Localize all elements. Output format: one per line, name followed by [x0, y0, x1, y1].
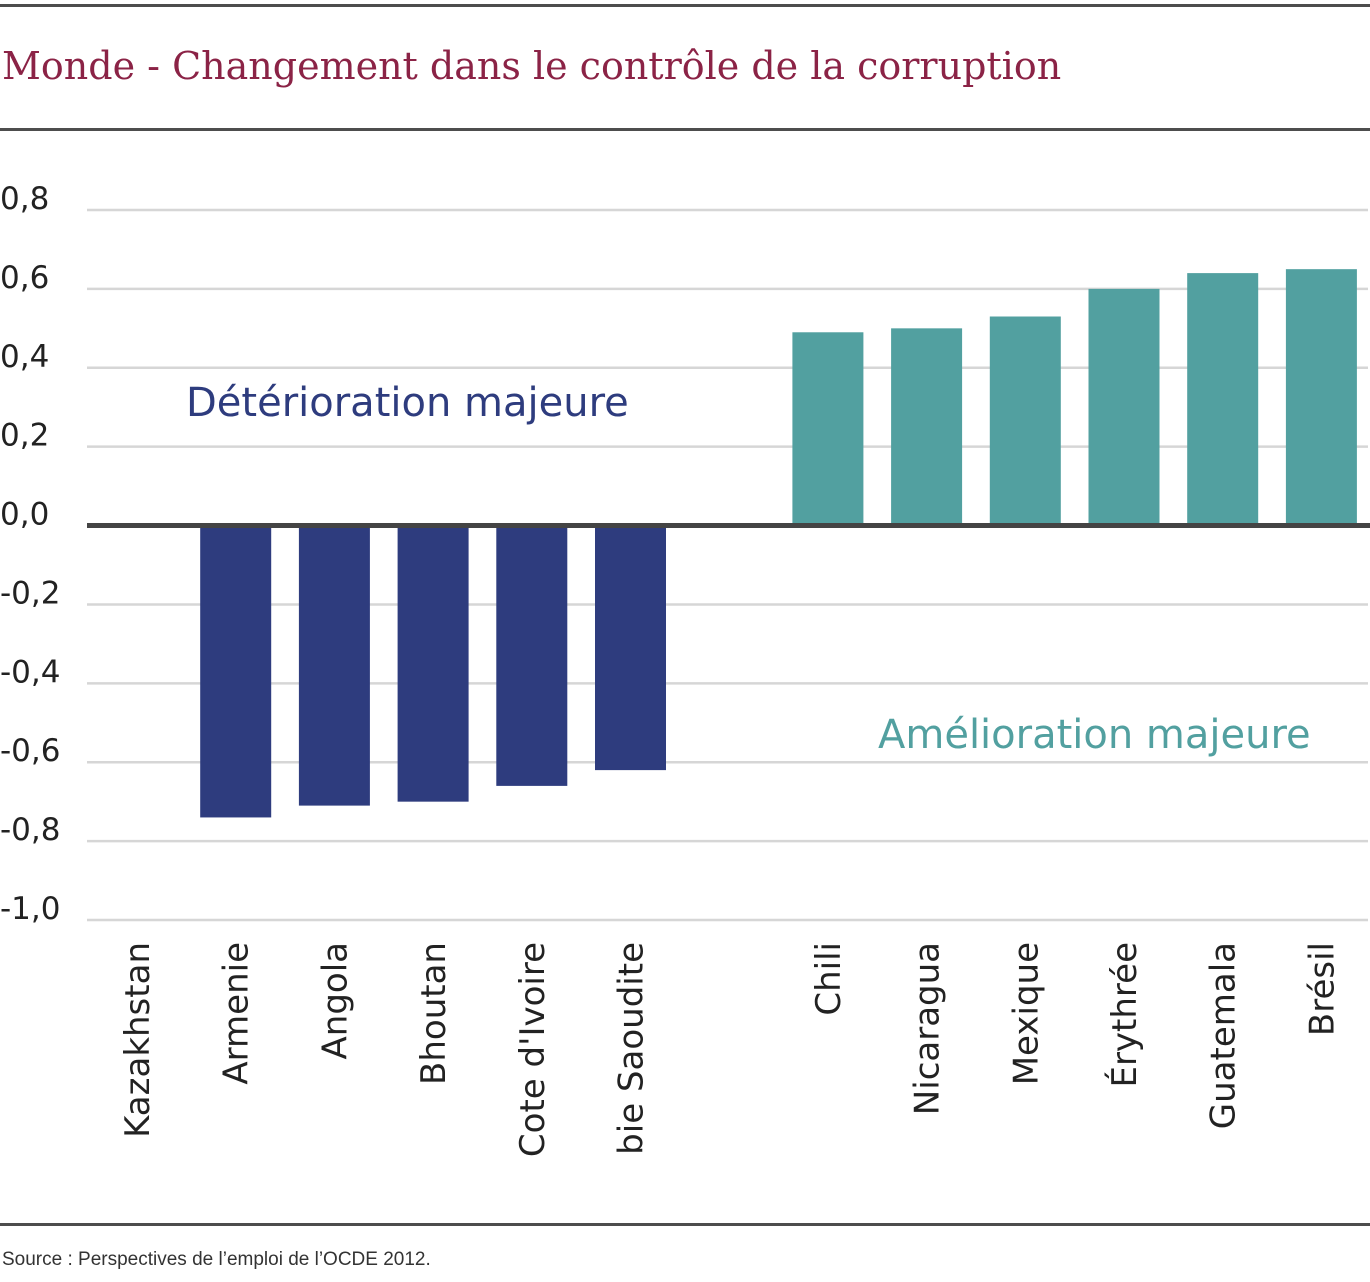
x-tick-label: Guatemala — [1204, 942, 1244, 1129]
y-tick-label: 0,6 — [0, 260, 49, 296]
footer-rule — [0, 1223, 1370, 1226]
bar — [595, 525, 666, 771]
x-tick-label: Chili — [809, 942, 849, 1016]
x-tick-label: Brésil — [1302, 942, 1342, 1036]
title-rule — [0, 128, 1370, 131]
x-tick-label: Mexique — [1006, 942, 1046, 1085]
y-tick-label: -0,6 — [0, 733, 61, 769]
y-tick-label: -1,0 — [0, 891, 61, 927]
x-tick-label: Angola — [315, 942, 355, 1059]
y-tick-label: 0,2 — [0, 418, 49, 454]
y-tick-label: 0,4 — [0, 339, 49, 375]
x-tick-label: Érythrée — [1104, 942, 1145, 1088]
bar — [792, 332, 864, 526]
bar — [200, 525, 272, 818]
bar — [298, 525, 370, 806]
x-tick-label: Armenie — [217, 942, 257, 1085]
y-tick-label: -0,2 — [0, 575, 61, 611]
y-tick-label: -0,8 — [0, 812, 61, 848]
top-rule — [0, 4, 1370, 7]
bar — [891, 328, 963, 526]
bar — [1285, 269, 1357, 526]
x-tick-label: Cote d'Ivoire — [513, 942, 553, 1157]
annotation-label: Amélioration majeure — [878, 712, 1311, 758]
bar — [397, 525, 469, 802]
source-note: Source : Perspectives de l’emploi de l’O… — [2, 1249, 431, 1270]
bar — [496, 525, 568, 786]
x-tick-label: Kazakhstan — [118, 942, 158, 1138]
bar — [1187, 273, 1259, 526]
bar — [989, 316, 1061, 526]
y-tick-label: 0,0 — [0, 497, 49, 533]
bar — [1088, 288, 1160, 526]
bar-chart: 0,8 0,6 0,4 0,2 0,0 -0,2 -0,4 -0,6 -0,8 -1,0 Kazak… — [0, 181, 1370, 1157]
y-tick-label: -0,4 — [0, 654, 61, 690]
annotation-label: Détérioration majeure — [186, 380, 629, 426]
x-tick-label: bie Saoudite — [612, 942, 652, 1155]
x-tick-label: Nicaragua — [908, 942, 948, 1115]
y-tick-label: 0,8 — [0, 181, 49, 217]
x-tick-label: Bhoutan — [414, 942, 454, 1085]
chart-title: Monde - Changement dans le contrôle de l… — [2, 44, 1062, 88]
